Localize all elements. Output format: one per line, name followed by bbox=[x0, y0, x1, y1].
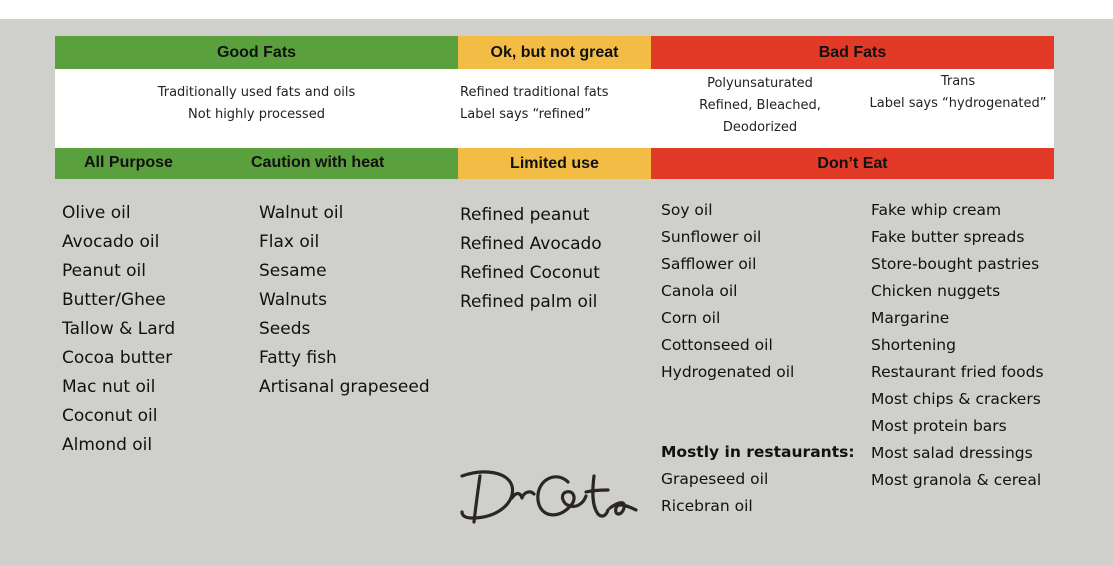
description-line: Polyunsaturated bbox=[707, 76, 813, 91]
description-line: Label says “hydrogenated” bbox=[869, 96, 1047, 111]
good-fats-header: Good Fats bbox=[55, 36, 458, 69]
list-item: Refined palm oil bbox=[460, 292, 598, 312]
list-item: Restaurant fried foods bbox=[871, 363, 1044, 381]
restaurants-heading: Mostly in restaurants: bbox=[661, 443, 855, 461]
list-item: Safflower oil bbox=[661, 255, 757, 273]
list-item: Refined peanut bbox=[460, 205, 590, 225]
list-item: Peanut oil bbox=[62, 261, 146, 281]
list-item: Corn oil bbox=[661, 309, 721, 327]
poly-description: Polyunsaturated Refined, Bleached, Deodo… bbox=[680, 73, 840, 139]
list-item: Refined Avocado bbox=[460, 234, 602, 254]
caution-list: Walnut oil Flax oil Sesame Walnuts Seeds… bbox=[259, 199, 430, 402]
list-item: Fake butter spreads bbox=[871, 228, 1025, 246]
list-item: Coconut oil bbox=[62, 406, 158, 426]
list-item: Fatty fish bbox=[259, 348, 337, 368]
bad-fats-header: Bad Fats bbox=[651, 36, 1054, 69]
list-item: Store-bought pastries bbox=[871, 255, 1040, 273]
list-item: Cottonseed oil bbox=[661, 336, 773, 354]
list-item: Avocado oil bbox=[62, 232, 160, 252]
all-purpose-list: Olive oil Avocado oil Peanut oil Butter/… bbox=[62, 199, 175, 460]
list-item: Olive oil bbox=[62, 203, 131, 223]
list-item: Artisanal grapeseed bbox=[259, 377, 430, 397]
list-item: Most salad dressings bbox=[871, 444, 1033, 462]
description-line: Traditionally used fats and oils bbox=[157, 85, 356, 100]
list-item: Sunflower oil bbox=[661, 228, 762, 246]
description-line: Refined, Bleached, bbox=[699, 98, 821, 113]
list-item: Tallow & Lard bbox=[62, 319, 176, 339]
description-row bbox=[55, 69, 1054, 148]
description-line: Deodorized bbox=[722, 120, 798, 135]
list-item: Cocoa butter bbox=[62, 348, 173, 368]
dont-eat-poly-list: Soy oil Sunflower oil Safflower oil Cano… bbox=[661, 197, 794, 386]
list-item: Margarine bbox=[871, 309, 950, 327]
list-item: Chicken nuggets bbox=[871, 282, 1001, 300]
caution-label: Caution with heat bbox=[251, 154, 385, 171]
list-item: Most granola & cereal bbox=[871, 471, 1042, 489]
list-item: Ricebran oil bbox=[661, 497, 753, 515]
description-line: Not highly processed bbox=[188, 107, 325, 122]
list-item: Most chips & crackers bbox=[871, 390, 1041, 408]
ok-fats-label: Ok, but not great bbox=[490, 43, 619, 61]
list-item: Walnut oil bbox=[259, 203, 344, 223]
list-item: Soy oil bbox=[661, 201, 713, 219]
description-line: Trans bbox=[940, 74, 976, 89]
list-item: Fake whip cream bbox=[871, 201, 1002, 219]
trans-description: Trans Label says “hydrogenated” bbox=[862, 71, 1054, 115]
list-item: Refined Coconut bbox=[460, 263, 600, 283]
ok-fats-header: Ok, but not great bbox=[458, 36, 651, 69]
limited-use-label: Limited use bbox=[510, 154, 599, 172]
all-purpose-label: All Purpose bbox=[84, 154, 173, 171]
dont-eat-header: Don’t Eat bbox=[651, 148, 1054, 179]
dont-eat-label: Don’t Eat bbox=[817, 154, 888, 172]
list-item: Walnuts bbox=[259, 290, 327, 310]
bad-fats-label: Bad Fats bbox=[818, 43, 887, 61]
list-item: Sesame bbox=[259, 261, 327, 281]
ok-fats-description: Refined traditional fats Label says “ref… bbox=[460, 82, 650, 126]
list-item: Hydrogenated oil bbox=[661, 363, 795, 381]
list-item: Butter/Ghee bbox=[62, 290, 166, 310]
list-item: Most protein bars bbox=[871, 417, 1007, 435]
list-item: Shortening bbox=[871, 336, 956, 354]
description-line: Label says “refined” bbox=[460, 107, 592, 122]
list-item: Flax oil bbox=[259, 232, 320, 252]
dont-eat-trans-list: Fake whip cream Fake butter spreads Stor… bbox=[871, 197, 1044, 494]
good-fats-label: Good Fats bbox=[216, 43, 297, 61]
good-fats-description: Traditionally used fats and oils Not hig… bbox=[55, 82, 458, 126]
limited-use-list: Refined peanut Refined Avocado Refined C… bbox=[460, 201, 602, 317]
list-item: Seeds bbox=[259, 319, 311, 339]
description-line: Refined traditional fats bbox=[460, 85, 609, 100]
list-item: Almond oil bbox=[62, 435, 153, 455]
list-item: Mac nut oil bbox=[62, 377, 156, 397]
list-item: Canola oil bbox=[661, 282, 738, 300]
list-item: Grapeseed oil bbox=[661, 470, 769, 488]
signature bbox=[460, 470, 638, 524]
limited-use-header: Limited use bbox=[458, 148, 651, 179]
restaurants-list: Mostly in restaurants: Grapeseed oil Ric… bbox=[661, 439, 855, 520]
all-purpose-header bbox=[55, 148, 458, 179]
